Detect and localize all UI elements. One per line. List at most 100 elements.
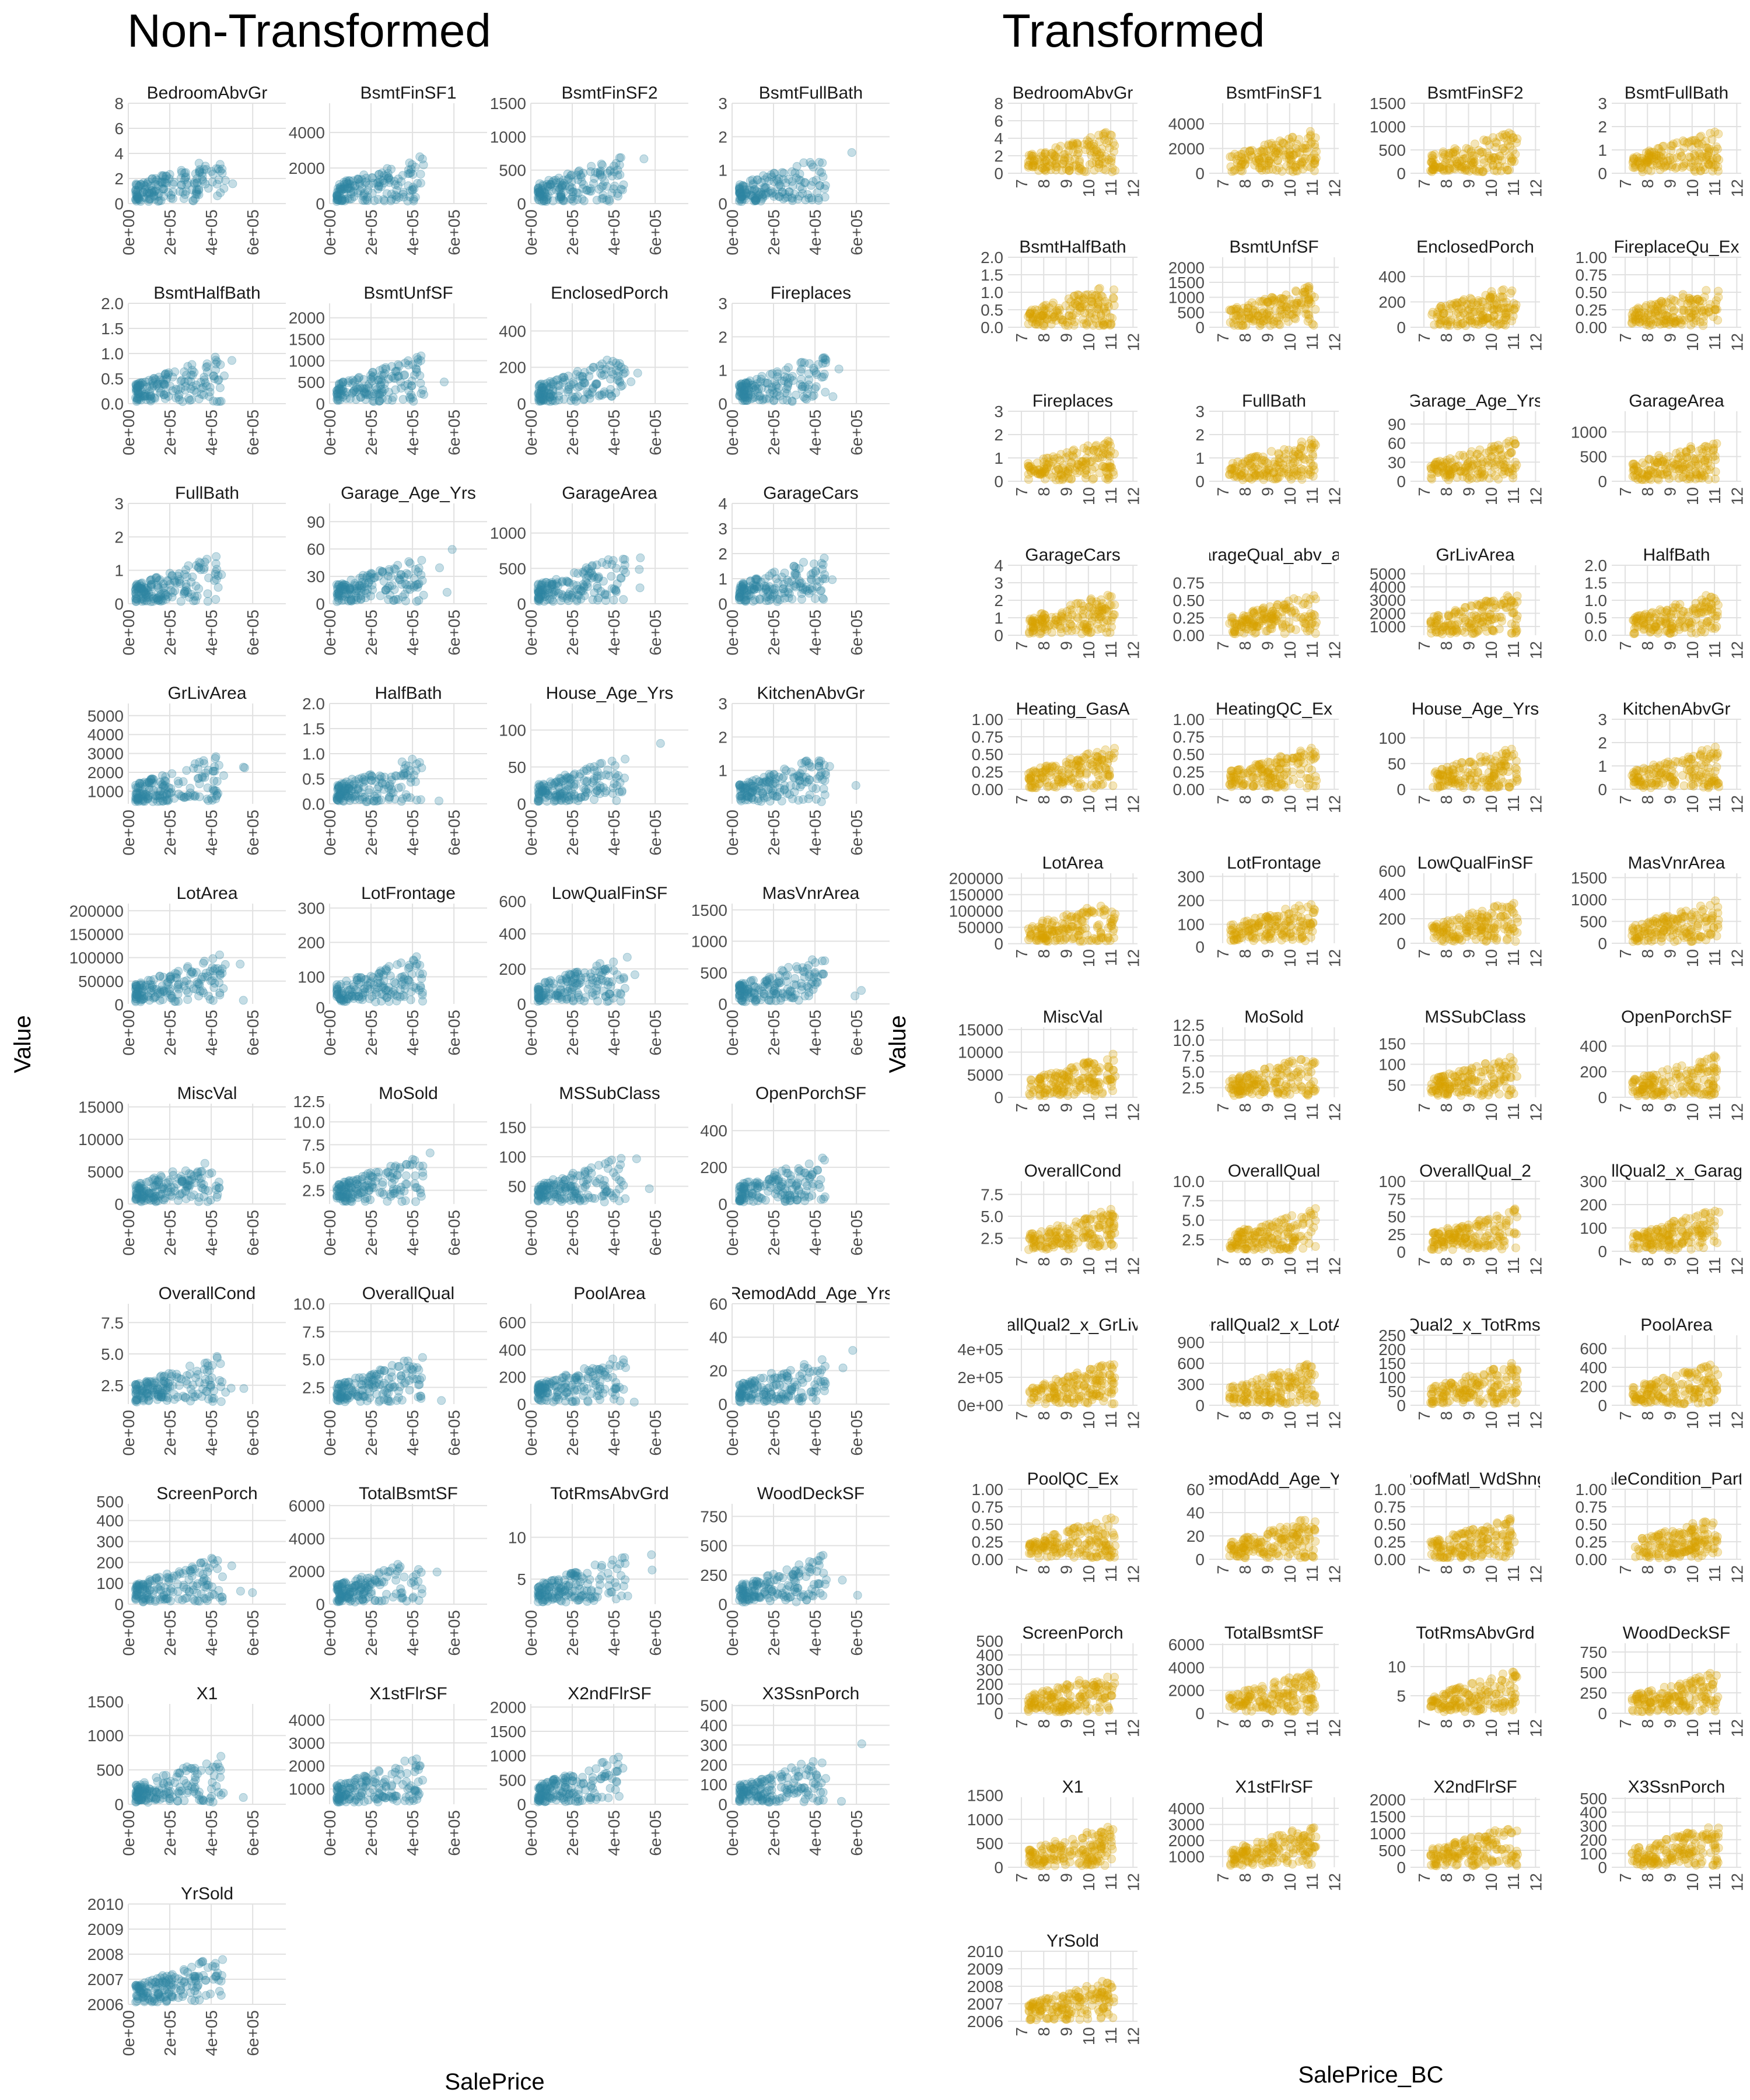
x-tick-label: 12: [1124, 1873, 1142, 1891]
panel-strip-label: HalfBath: [1643, 545, 1710, 565]
panel-grid: [329, 1104, 487, 1204]
x-tick-label: 10: [1684, 1565, 1702, 1583]
panel-strip-label: GarageArea: [562, 484, 657, 503]
x-tick-label: 8: [1437, 795, 1455, 804]
x-tick-label: 10: [1482, 1103, 1500, 1121]
y-tick-label: 1.0: [1584, 592, 1607, 610]
panel-mosold: MoSold 2.55.07.510.012.5 7 8 9 10 11 12: [1173, 1007, 1344, 1121]
panel-grid: [329, 303, 487, 404]
y-tick-label: 500: [700, 964, 727, 982]
x-tick-label: 12: [1124, 2027, 1142, 2045]
y-tick-label: 0.75: [1576, 1498, 1608, 1516]
y-tick-label: 0: [1396, 1859, 1406, 1877]
y-tick-label: 0.0: [302, 795, 325, 813]
x-tick-label: 11: [1504, 487, 1522, 504]
y-tick-label: 250: [700, 1566, 727, 1584]
panel-grid: [1209, 1335, 1339, 1406]
panel-halfbath: HalfBath 0.0 0.5 1.0 1.5 2.0 0e+00 2e+05 4e+05 6e…: [302, 684, 487, 856]
x-tick-label: 9: [1259, 487, 1277, 496]
x-tick-label: 10: [1482, 179, 1500, 197]
x-tick-label: 9: [1460, 795, 1478, 804]
panel-grid: [1410, 411, 1540, 482]
x-tick-label: 11: [1303, 487, 1321, 504]
x-tick-label: 2e+05: [765, 810, 783, 856]
panel-garage-age-yrs: Garage_Age_Yrs 0 30 60 90 0e+00 2e+05 4e+05 6e+0…: [307, 484, 487, 656]
y-tick-label: 4: [114, 145, 124, 163]
x-tick-label: 12: [1124, 1103, 1142, 1121]
x-tick-label: 6e+05: [646, 1210, 664, 1256]
panel-grid: [1008, 103, 1138, 174]
x-tick-label: 2e+05: [362, 209, 380, 256]
x-tick-label: 12: [1728, 1103, 1746, 1121]
panel-strip-label: X3SsnPorch: [1628, 1777, 1726, 1797]
x-tick-label: 12: [1527, 1565, 1545, 1583]
y-tick-label: 90: [1388, 415, 1406, 433]
panel-openporchsf: OpenPorchSF 0 200 400 7 8 9 10 11 12: [1580, 1007, 1746, 1121]
x-tick-label: 8: [1639, 1103, 1657, 1112]
y-tick-label: 2007: [967, 1995, 1003, 2013]
x-tick-label: 8: [1639, 333, 1657, 342]
y-tick-label: 400: [976, 1646, 1003, 1664]
y-tick-label: 500: [1580, 1790, 1607, 1808]
x-tick-label: 7: [1616, 1719, 1634, 1728]
x-tick-label: 9: [1058, 1719, 1076, 1728]
y-tick-label: 200: [1378, 293, 1406, 312]
x-tick-label: 7: [1214, 949, 1232, 958]
panel-strip-label: YrSold: [181, 1884, 233, 1903]
x-tick-label: 11: [1504, 1257, 1522, 1274]
y-tick-label: 0: [114, 996, 124, 1014]
y-tick-label: 500: [1580, 913, 1607, 931]
x-tick-label: 8: [1639, 179, 1657, 188]
x-tick-label: 0e+00: [321, 810, 339, 856]
y-tick-label: 0.00: [1576, 318, 1608, 337]
y-tick-label: 1000: [691, 933, 727, 951]
y-tick-label: 1500: [691, 901, 727, 919]
y-tick-label: 4000: [1168, 1800, 1205, 1818]
panel-grid: [1008, 1797, 1138, 1868]
y-tick-label: 10: [508, 1528, 526, 1546]
x-tick-label: 9: [1058, 2027, 1076, 2036]
y-tick-label: 5000: [967, 1066, 1003, 1084]
x-tick-label: 0e+00: [321, 1010, 339, 1056]
x-tick-label: 8: [1639, 1257, 1657, 1266]
y-tick-label: 1: [718, 570, 727, 588]
x-tick-label: 4e+05: [404, 1810, 422, 1856]
x-tick-label: 8: [1035, 487, 1053, 496]
x-tick-label: 12: [1124, 795, 1142, 813]
x-tick-label: 11: [1102, 487, 1120, 504]
x-tick-label: 2e+05: [362, 1610, 380, 1656]
x-tick-label: 12: [1325, 1565, 1343, 1583]
y-tick-label: 2: [718, 545, 727, 563]
y-tick-label: 50: [1388, 755, 1406, 773]
panel-poolarea: PoolArea 0 200 400 600 0e+00 2e+05 4e+05 6e+05: [499, 1284, 688, 1456]
x-tick-label: 8: [1236, 1103, 1254, 1112]
x-tick-label: 11: [1102, 1565, 1120, 1582]
x-tick-label: 10: [1684, 641, 1702, 659]
x-tick-label: 9: [1661, 1719, 1679, 1728]
y-tick-label: 6000: [289, 1497, 325, 1515]
x-tick-label: 2e+05: [564, 1410, 582, 1456]
x-tick-label: 2e+05: [564, 209, 582, 256]
x-tick-label: 9: [1460, 1411, 1478, 1420]
y-tick-label: 0: [1396, 780, 1406, 799]
y-tick-label: 0: [114, 1796, 124, 1814]
y-tick-label: 3000: [88, 745, 124, 763]
y-tick-label: 0: [994, 626, 1003, 645]
x-tick-label: 4e+05: [605, 1210, 623, 1256]
panel-grid: [128, 1903, 286, 2005]
panel-grid: [1612, 1797, 1741, 1868]
y-tick-label: 2000: [1168, 1832, 1205, 1850]
panel-grid: [1410, 257, 1540, 328]
y-tick-label: 3: [718, 94, 727, 113]
panel-strip-label: LotArea: [176, 884, 237, 903]
x-tick-label: 11: [1102, 1873, 1120, 1890]
panel-totalbsmtsf: TotalBsmtSF 0 2000 4000 6000 0e+00 2e+05 4e+05 6…: [289, 1484, 487, 1656]
y-tick-label: 0: [517, 595, 526, 613]
y-tick-label: 200000: [949, 870, 1003, 888]
